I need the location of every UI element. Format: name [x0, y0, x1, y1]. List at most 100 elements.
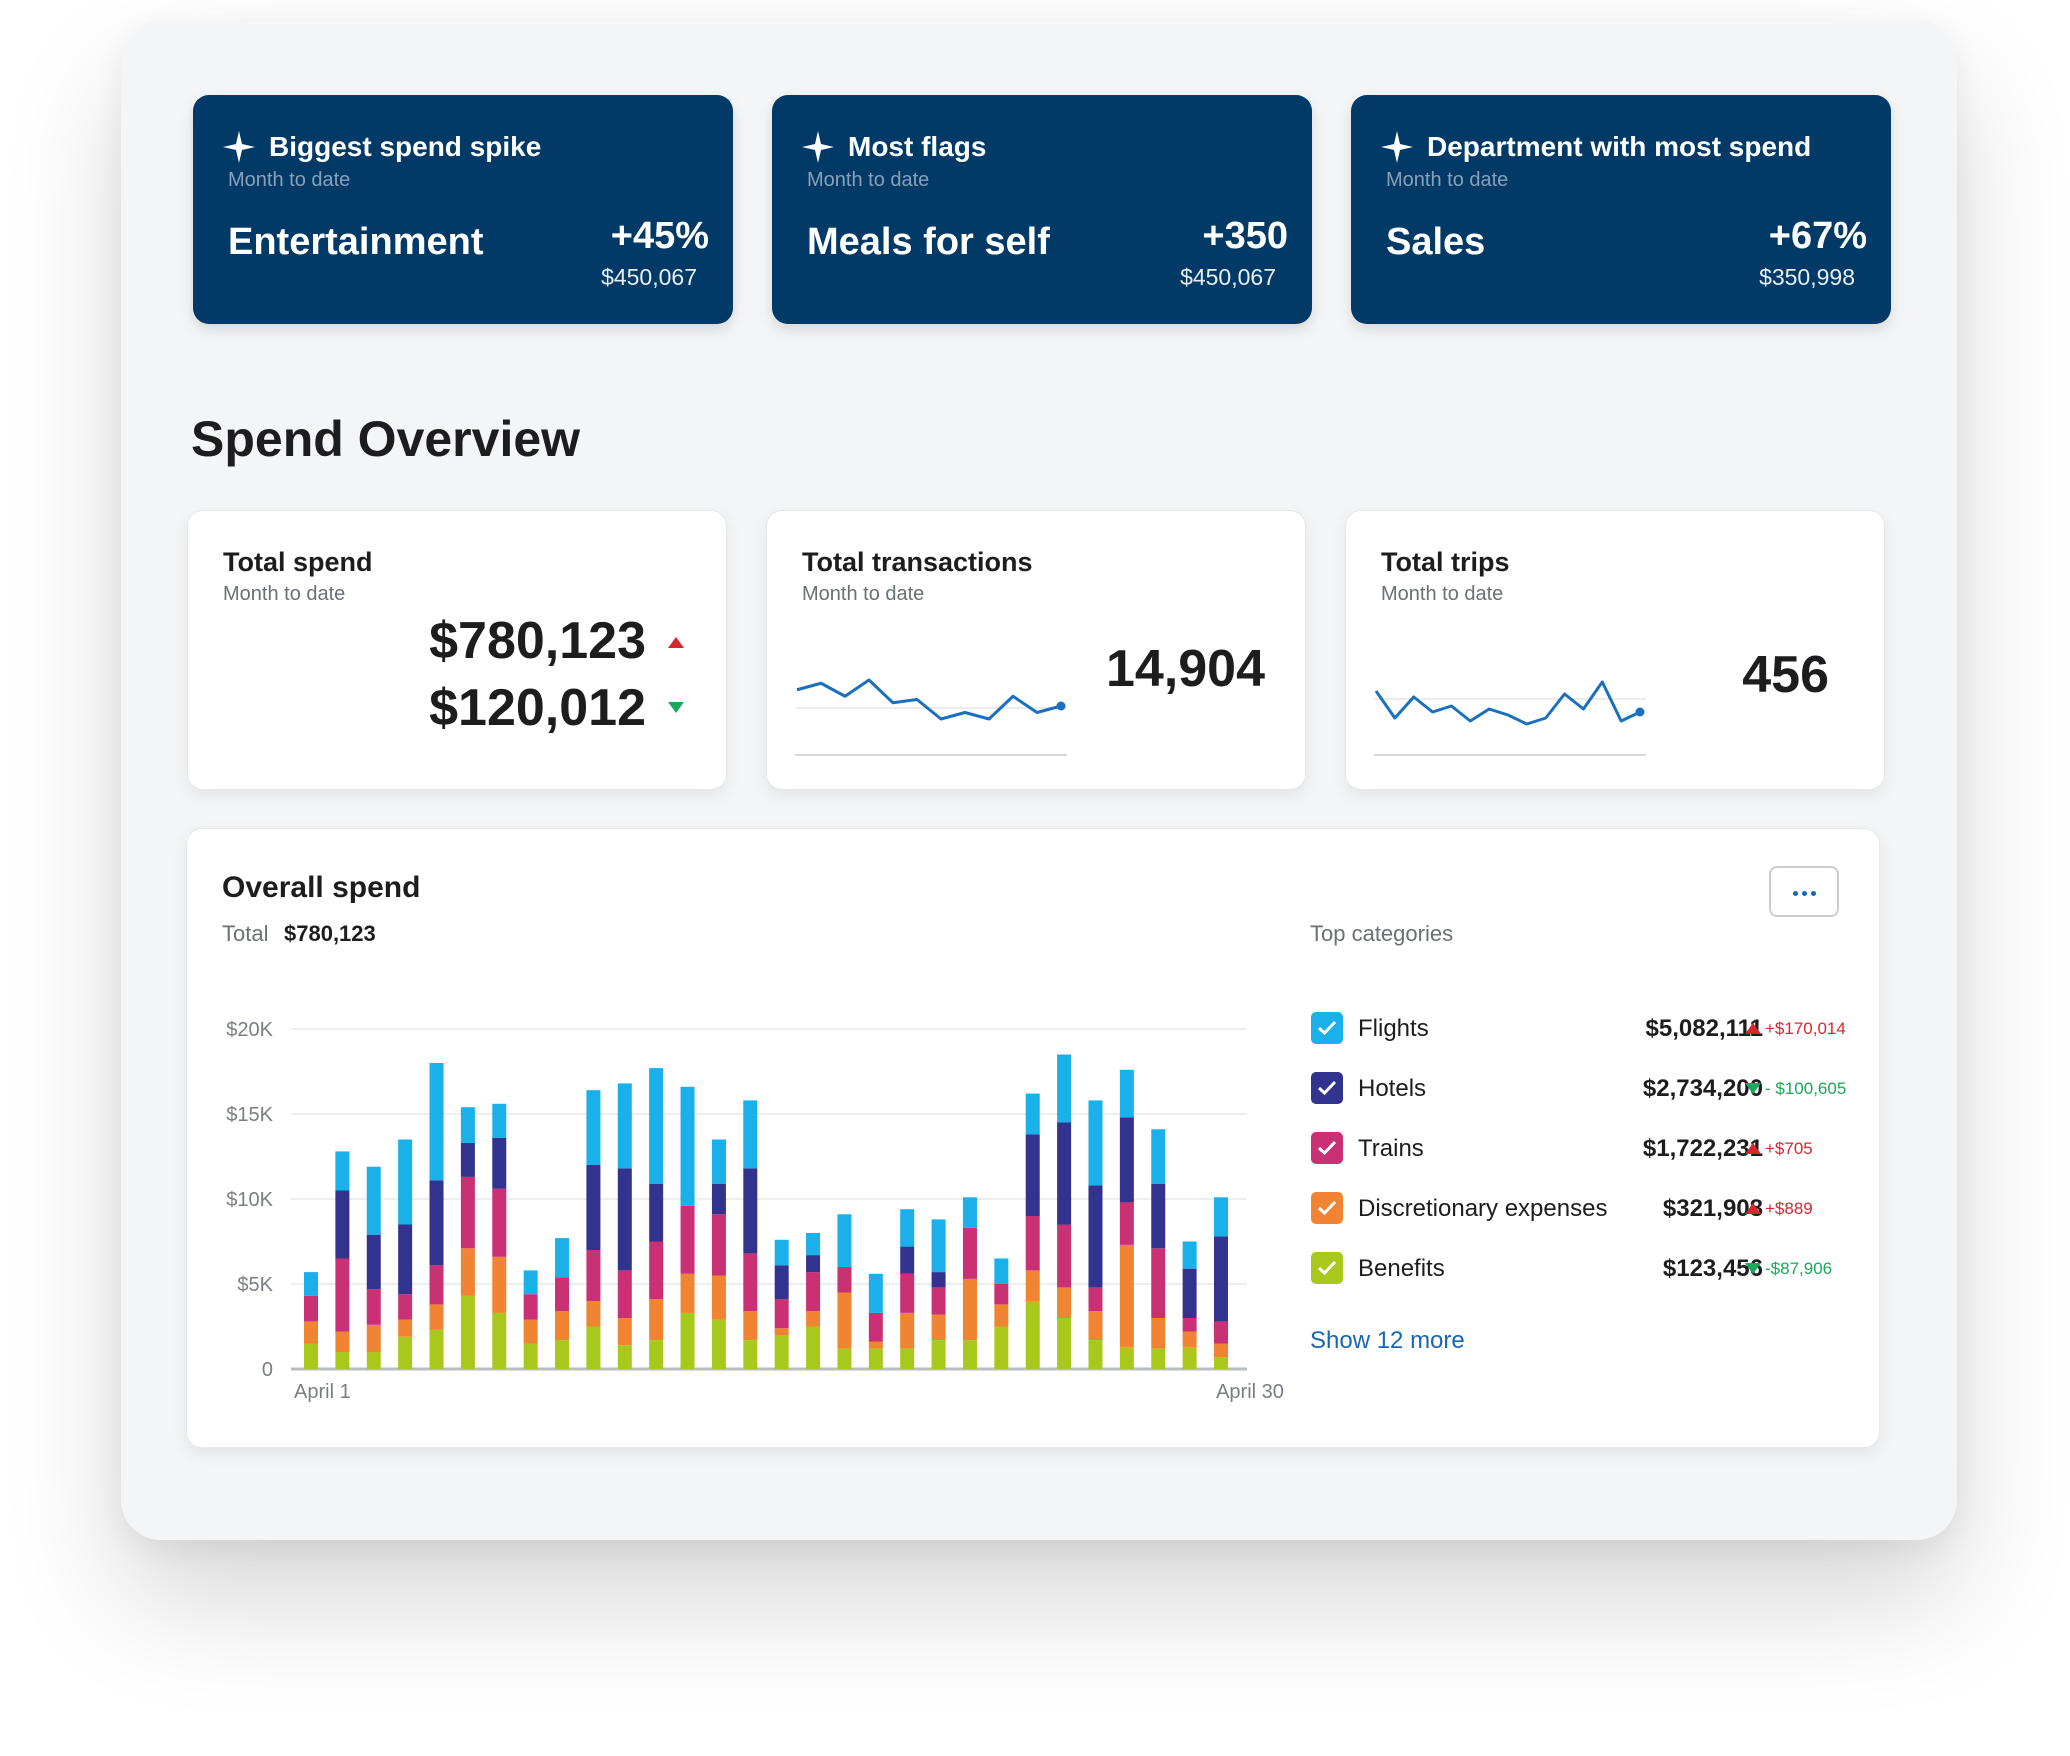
bar-segment-hotels[interactable]	[1057, 1122, 1072, 1225]
bar-segment-discretionary-expenses[interactable]	[1057, 1287, 1072, 1318]
bar-segment-discretionary-expenses[interactable]	[1151, 1318, 1166, 1349]
bar-segment-hotels[interactable]	[492, 1137, 507, 1189]
total-trips-card[interactable]: Total trips Month to date 456	[1345, 510, 1885, 790]
bar-segment-discretionary-expenses[interactable]	[1214, 1343, 1228, 1358]
bar-segment-trains[interactable]	[429, 1265, 444, 1305]
bar-segment-trains[interactable]	[806, 1272, 821, 1312]
bar-segment-discretionary-expenses[interactable]	[492, 1256, 507, 1313]
bar-segment-flights[interactable]	[523, 1270, 538, 1295]
bar-segment-hotels[interactable]	[900, 1246, 915, 1274]
bar-segment-discretionary-expenses[interactable]	[366, 1324, 381, 1352]
bar-segment-benefits[interactable]	[304, 1343, 318, 1370]
bar-segment-discretionary-expenses[interactable]	[523, 1319, 538, 1344]
bar-segment-discretionary-expenses[interactable]	[1025, 1270, 1040, 1301]
bar-segment-benefits[interactable]	[774, 1335, 789, 1369]
bar-segment-flights[interactable]	[837, 1214, 852, 1267]
bar-segment-benefits[interactable]	[680, 1312, 695, 1369]
bar-segment-flights[interactable]	[680, 1086, 695, 1206]
category-row-trains[interactable]: Trains $1,722,231 +$705	[1311, 1131, 1851, 1167]
insight-card-department[interactable]: Department with most spend Month to date…	[1351, 95, 1891, 324]
total-spend-card[interactable]: Total spend Month to date $780,123 $120,…	[187, 510, 727, 790]
bar-segment-benefits[interactable]	[398, 1336, 413, 1369]
bar-segment-discretionary-expenses[interactable]	[304, 1321, 318, 1344]
bar-segment-flights[interactable]	[335, 1151, 350, 1191]
insight-card-spend-spike[interactable]: Biggest spend spike Month to date Entert…	[193, 95, 733, 324]
bar-segment-flights[interactable]	[1151, 1129, 1166, 1184]
bar-segment-hotels[interactable]	[1214, 1236, 1228, 1322]
bar-segment-benefits[interactable]	[492, 1312, 507, 1369]
bar-segment-benefits[interactable]	[366, 1352, 381, 1369]
bar-segment-hotels[interactable]	[460, 1142, 475, 1177]
bar-segment-hotels[interactable]	[931, 1272, 946, 1288]
bar-segment-hotels[interactable]	[366, 1234, 381, 1290]
bar-segment-hotels[interactable]	[617, 1168, 632, 1271]
bar-segment-benefits[interactable]	[649, 1340, 664, 1369]
bar-segment-benefits[interactable]	[994, 1326, 1009, 1370]
bar-segment-trains[interactable]	[962, 1227, 977, 1279]
bar-segment-discretionary-expenses[interactable]	[680, 1273, 695, 1313]
bar-segment-flights[interactable]	[429, 1063, 444, 1181]
bar-segment-discretionary-expenses[interactable]	[1182, 1331, 1197, 1347]
bar-segment-benefits[interactable]	[837, 1348, 852, 1369]
bar-segment-trains[interactable]	[649, 1241, 664, 1300]
bar-segment-trains[interactable]	[1151, 1248, 1166, 1318]
bar-segment-benefits[interactable]	[335, 1352, 350, 1369]
bar-segment-discretionary-expenses[interactable]	[617, 1318, 632, 1346]
bar-segment-benefits[interactable]	[1025, 1301, 1040, 1369]
bar-segment-benefits[interactable]	[1119, 1346, 1134, 1369]
bar-segment-flights[interactable]	[994, 1258, 1009, 1285]
bar-segment-trains[interactable]	[555, 1277, 570, 1312]
bar-segment-flights[interactable]	[398, 1139, 413, 1225]
bar-segment-trains[interactable]	[1057, 1224, 1072, 1288]
bar-segment-benefits[interactable]	[711, 1319, 726, 1369]
bar-segment-hotels[interactable]	[649, 1183, 664, 1242]
insight-card-most-flags[interactable]: Most flags Month to date Meals for self …	[772, 95, 1312, 324]
bar-segment-flights[interactable]	[806, 1233, 821, 1256]
checkbox-checked-icon[interactable]	[1311, 1252, 1343, 1284]
bar-segment-trains[interactable]	[1025, 1216, 1040, 1271]
bar-segment-discretionary-expenses[interactable]	[1119, 1244, 1134, 1347]
bar-segment-benefits[interactable]	[868, 1348, 883, 1369]
bar-segment-discretionary-expenses[interactable]	[335, 1331, 350, 1352]
bar-segment-hotels[interactable]	[743, 1168, 758, 1254]
bar-segment-trains[interactable]	[1119, 1202, 1134, 1245]
bar-segment-trains[interactable]	[711, 1214, 726, 1276]
bar-segment-flights[interactable]	[1119, 1069, 1134, 1118]
bar-segment-trains[interactable]	[680, 1205, 695, 1274]
bar-segment-discretionary-expenses[interactable]	[460, 1248, 475, 1296]
bar-segment-discretionary-expenses[interactable]	[994, 1304, 1009, 1327]
bar-segment-trains[interactable]	[1214, 1321, 1228, 1344]
bar-segment-flights[interactable]	[460, 1107, 475, 1143]
bar-segment-flights[interactable]	[1088, 1100, 1103, 1186]
bar-segment-benefits[interactable]	[931, 1340, 946, 1369]
bar-segment-flights[interactable]	[711, 1139, 726, 1184]
category-row-flights[interactable]: Flights $5,082,111 +$170,014	[1311, 1011, 1851, 1047]
bar-segment-trains[interactable]	[460, 1176, 475, 1249]
bar-segment-hotels[interactable]	[398, 1224, 413, 1295]
bar-segment-hotels[interactable]	[1151, 1183, 1166, 1249]
bar-segment-discretionary-expenses[interactable]	[868, 1341, 883, 1349]
bar-segment-benefits[interactable]	[586, 1326, 601, 1370]
bar-segment-flights[interactable]	[931, 1219, 946, 1273]
bar-segment-trains[interactable]	[994, 1284, 1009, 1305]
checkbox-checked-icon[interactable]	[1311, 1192, 1343, 1224]
bar-segment-trains[interactable]	[304, 1295, 318, 1322]
bar-segment-flights[interactable]	[304, 1272, 318, 1296]
bar-segment-benefits[interactable]	[1214, 1357, 1228, 1369]
bar-segment-flights[interactable]	[1025, 1093, 1040, 1135]
bar-segment-benefits[interactable]	[900, 1348, 915, 1369]
bar-segment-flights[interactable]	[774, 1239, 789, 1266]
show-more-link[interactable]: Show 12 more	[1310, 1327, 1465, 1354]
bar-segment-benefits[interactable]	[1088, 1340, 1103, 1369]
bar-segment-discretionary-expenses[interactable]	[900, 1312, 915, 1349]
bar-segment-trains[interactable]	[523, 1294, 538, 1320]
bar-segment-trains[interactable]	[931, 1287, 946, 1315]
bar-segment-hotels[interactable]	[711, 1183, 726, 1215]
bar-segment-flights[interactable]	[1182, 1241, 1197, 1269]
bar-segment-flights[interactable]	[868, 1273, 883, 1313]
bar-segment-discretionary-expenses[interactable]	[429, 1304, 444, 1330]
bar-segment-hotels[interactable]	[806, 1255, 821, 1273]
bar-segment-benefits[interactable]	[962, 1340, 977, 1369]
bar-segment-trains[interactable]	[900, 1273, 915, 1313]
bar-segment-hotels[interactable]	[1119, 1117, 1134, 1203]
